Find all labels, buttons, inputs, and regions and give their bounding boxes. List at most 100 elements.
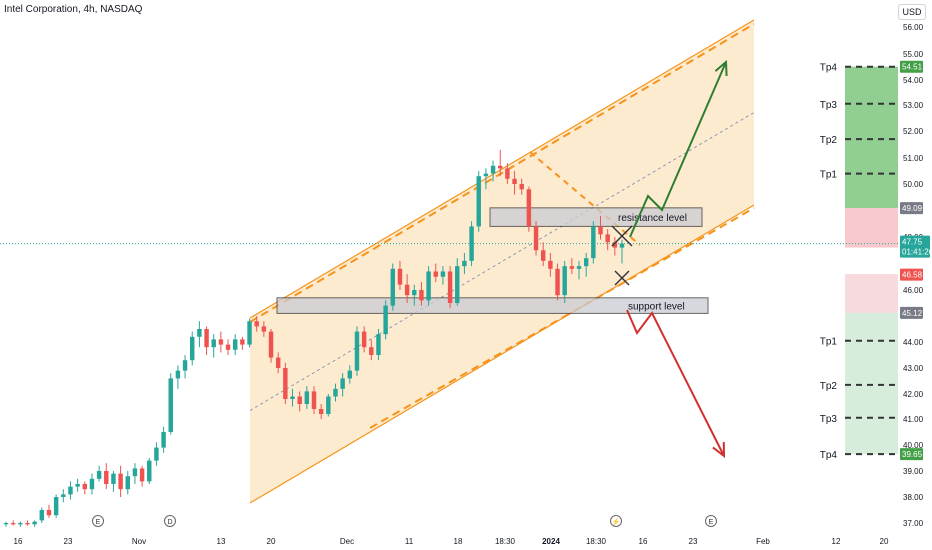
short-target-zone: [845, 312, 898, 455]
candle: [447, 266, 453, 309]
event-icon-label: E: [96, 519, 101, 526]
x-marker: [611, 225, 633, 247]
candle: [96, 465, 102, 482]
candle: [376, 329, 381, 361]
candle: [483, 168, 489, 190]
candle-body: [390, 268, 396, 306]
candle-body: [476, 176, 481, 227]
candle: [75, 478, 80, 492]
candle: [354, 326, 360, 376]
channel-upper-dashed: [249, 23, 755, 323]
annotations: E D ⚡ E: [92, 59, 728, 527]
candle: [340, 373, 345, 397]
candle: [498, 149, 503, 177]
target-label: Tp4: [820, 450, 838, 461]
candle: [218, 331, 224, 353]
candle: [533, 221, 539, 256]
candle-body: [175, 370, 181, 379]
candle: [10, 520, 16, 526]
x-tick-label: Dec: [340, 537, 354, 546]
candle: [361, 326, 367, 353]
channel-lower-dashed: [369, 207, 755, 429]
x-tick-label: 20: [267, 537, 276, 546]
candle: [591, 221, 596, 264]
candle-body: [275, 357, 281, 368]
price-tag-label: 46.58: [902, 271, 923, 280]
candle-body: [283, 368, 288, 399]
wedge-line: [529, 151, 641, 246]
candle: [139, 465, 145, 487]
currency-button[interactable]: USD: [898, 4, 926, 20]
candle-body: [225, 344, 231, 350]
candle: [82, 481, 88, 495]
candle-body: [555, 268, 560, 296]
candle: [419, 282, 424, 306]
candle: [68, 481, 73, 500]
candle: [111, 471, 116, 492]
candle-body: [490, 165, 496, 174]
candle-body: [53, 497, 59, 516]
candle-body: [118, 473, 123, 490]
candle-body: [46, 510, 52, 516]
candle-body: [111, 473, 116, 484]
candle-body: [18, 523, 23, 525]
candle: [154, 442, 159, 466]
candle: [168, 373, 173, 435]
y-tick-label: 43.00: [903, 364, 924, 373]
candle-body: [197, 329, 202, 337]
timeframe[interactable]: 4h: [83, 4, 95, 15]
candle-body: [519, 184, 524, 190]
candle-body: [562, 266, 567, 296]
candle-body: [154, 447, 159, 461]
event-icon: [705, 515, 717, 527]
current-price-tag: [900, 235, 930, 258]
candle: [39, 507, 45, 523]
candle-body: [383, 305, 388, 335]
price-tag: [900, 448, 923, 461]
candle: [490, 160, 496, 182]
candle-body: [498, 165, 503, 169]
candle-body: [533, 226, 539, 251]
candle-body: [61, 494, 66, 497]
axes: 56.0055.0054.0053.0052.0051.0050.0048.00…: [14, 23, 932, 546]
candle: [555, 263, 560, 301]
candle-body: [125, 476, 130, 490]
candle-body: [433, 271, 438, 277]
candle: [268, 329, 274, 363]
candle-body: [75, 484, 80, 487]
candle: [383, 300, 388, 340]
candle: [190, 331, 195, 366]
candle-body: [232, 339, 238, 350]
x-tick-label: 13: [217, 537, 226, 546]
candle: [519, 178, 524, 195]
candle-body: [412, 290, 417, 296]
candle: [3, 521, 9, 527]
candle-body: [211, 339, 216, 348]
candle: [433, 263, 438, 283]
candle: [290, 388, 295, 407]
candle: [197, 321, 202, 348]
y-tick-label: 46.00: [903, 286, 924, 295]
candle: [512, 171, 517, 195]
target-label: Tp1: [820, 337, 838, 348]
candle-body: [326, 396, 331, 414]
candle-body: [304, 391, 310, 404]
bearish-arrow: [626, 309, 725, 457]
y-tick-label: 39.00: [903, 467, 924, 476]
candle: [598, 215, 603, 240]
candle-body: [247, 321, 252, 345]
price-tag: [900, 268, 923, 281]
candle-body: [447, 271, 453, 303]
y-tick-label: 55.00: [903, 50, 924, 59]
candle: [32, 520, 37, 527]
candle: [232, 334, 238, 355]
symbol-name[interactable]: Intel Corporation: [4, 4, 78, 15]
channel-fill: [250, 20, 754, 503]
candle-body: [540, 250, 546, 261]
countdown-label: 01:41:26: [902, 248, 932, 257]
candle: [326, 394, 331, 417]
target-label: Tp1: [820, 170, 838, 181]
price-channel: [249, 19, 755, 504]
y-tick-label: 44.00: [903, 338, 924, 347]
